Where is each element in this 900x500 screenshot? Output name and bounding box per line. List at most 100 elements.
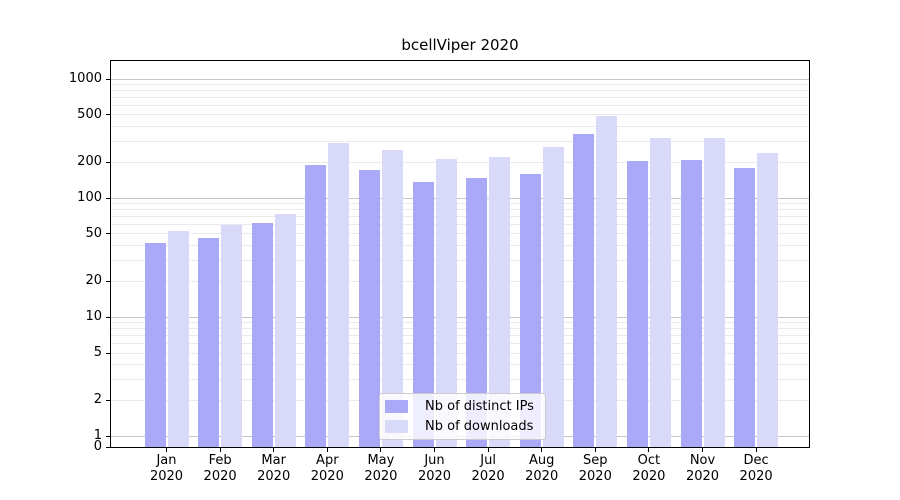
y-tick-mark — [106, 316, 110, 318]
gridline-minor — [111, 216, 809, 218]
x-axis-tick-label-line: 2020 — [310, 469, 344, 484]
legend-label: Nb of distinct IPs — [425, 398, 534, 414]
bar-downloads — [649, 137, 671, 447]
x-tick-mark — [487, 448, 489, 452]
legend-swatch — [385, 399, 408, 413]
x-axis-tick-label-line: Oct — [637, 453, 661, 468]
legend-swatch — [385, 419, 408, 433]
x-axis-tick-label-line: Apr — [316, 453, 339, 468]
bar-downloads — [328, 143, 350, 447]
x-axis-tick-label-line: 2020 — [149, 469, 184, 484]
x-tick-mark — [326, 448, 328, 452]
y-tick-mark — [106, 399, 110, 401]
gridline-major — [111, 316, 809, 318]
y-tick-mark — [106, 114, 110, 116]
x-axis-tick-label-line: 2020 — [685, 469, 720, 484]
x-axis-tick-label-line: Feb — [208, 453, 232, 468]
x-axis-tick-label-line: Mar — [261, 453, 286, 468]
x-axis-tick-label-line: Jul — [480, 453, 496, 468]
x-tick-mark — [273, 448, 275, 452]
bar-downloads — [596, 115, 618, 447]
x-axis-tick-label: Nov 2020 — [673, 453, 733, 485]
bar-downloads — [167, 230, 189, 447]
gridline-major — [111, 78, 809, 80]
y-axis-tick-label: 1000 — [68, 71, 102, 86]
y-tick-mark — [106, 197, 110, 199]
y-axis-tick-label: 5 — [93, 345, 102, 361]
gridline-minor — [111, 114, 809, 116]
gridline-minor — [111, 364, 809, 366]
x-axis-tick-label: Apr 2020 — [297, 453, 357, 485]
x-axis-tick-label-line: Dec — [743, 453, 769, 468]
x-tick-mark — [648, 448, 650, 452]
bar-downloads — [274, 214, 296, 447]
y-tick-mark — [106, 161, 110, 163]
x-axis-tick-label: Dec 2020 — [726, 453, 786, 485]
x-axis-tick-label: Mar 2020 — [244, 453, 304, 485]
bar-distinct-ips — [466, 178, 488, 447]
x-tick-mark — [166, 448, 167, 452]
y-axis-tick-label: 500 — [77, 106, 102, 122]
x-tick-mark — [219, 448, 221, 452]
x-tick-mark — [380, 448, 382, 452]
gridline-minor — [111, 378, 809, 380]
gridline-minor — [111, 245, 809, 246]
bar-downloads — [542, 147, 564, 447]
x-axis-tick-label-line: 2020 — [578, 469, 612, 484]
x-tick-mark — [702, 448, 703, 452]
x-axis-tick-label: Jan 2020 — [137, 453, 197, 485]
x-axis-tick-label: Jun 2020 — [405, 453, 465, 485]
gridline-minor — [111, 90, 809, 92]
x-axis-tick-label: May 2020 — [351, 453, 411, 485]
y-tick-mark — [106, 280, 110, 282]
plot-area: 0 1 2 5 10 20 50 100 200 500 1000 Jan 2020 Feb 2020 Mar… — [69, 60, 810, 484]
y-axis-tick-label: 200 — [77, 154, 102, 170]
gridline-minor — [111, 96, 809, 98]
y-tick-mark — [106, 446, 110, 448]
x-axis-tick-label-line: 2020 — [471, 469, 505, 484]
gridline-minor — [111, 209, 809, 211]
bar-distinct-ips — [734, 168, 756, 447]
bar-downloads — [757, 153, 779, 447]
bar-distinct-ips — [251, 222, 273, 447]
gridline-minor — [111, 161, 809, 163]
gridline-minor — [111, 83, 809, 85]
bar-downloads — [703, 138, 725, 447]
bar-downloads — [435, 158, 457, 447]
chart-title: bcellViper 2020 — [401, 36, 519, 54]
y-axis-tick-label: 2 — [93, 392, 102, 408]
gridline-minor — [111, 104, 809, 106]
y-tick-mark — [106, 352, 110, 354]
x-axis-tick-label-line: 2020 — [417, 469, 452, 484]
x-axis-tick-label-line: Aug — [528, 453, 555, 468]
y-axis-tick-label: 20 — [85, 273, 102, 289]
x-axis-tick-label-line: Nov — [689, 453, 716, 468]
bar-downloads — [381, 149, 403, 447]
x-axis-tick-label: Jul 2020 — [458, 453, 518, 485]
x-tick-mark — [434, 448, 435, 452]
x-axis-tick-label: Feb 2020 — [190, 453, 250, 485]
gridline-major — [111, 197, 809, 199]
x-axis-tick-label: Aug 2020 — [512, 453, 572, 485]
bar-distinct-ips — [144, 243, 166, 447]
x-tick-mark — [541, 448, 543, 452]
gridline-minor — [111, 125, 809, 127]
y-tick-mark — [106, 78, 110, 80]
legend-item: Nb of distinct IPs — [385, 398, 537, 414]
y-tick-mark — [106, 435, 110, 437]
legend: Nb of distinct IPs Nb of downloads — [379, 393, 546, 440]
bar-distinct-ips — [626, 161, 648, 447]
x-axis-tick-label-line: May — [367, 453, 395, 468]
gridline-minor — [111, 203, 809, 205]
x-axis-tick-label-line: Jun — [424, 453, 445, 468]
x-axis-tick-label-line: 2020 — [257, 469, 291, 484]
bar-distinct-ips — [358, 170, 380, 447]
y-axis-tick-label: 0 — [93, 439, 102, 454]
y-axis-tick-label: 10 — [85, 309, 102, 325]
bar-distinct-ips — [412, 181, 434, 447]
x-axis-tick-label-line: 2020 — [739, 469, 773, 484]
y-tick-mark — [106, 233, 110, 235]
y-axis-tick-label: 1 — [93, 428, 102, 444]
gridline-minor — [111, 259, 809, 261]
